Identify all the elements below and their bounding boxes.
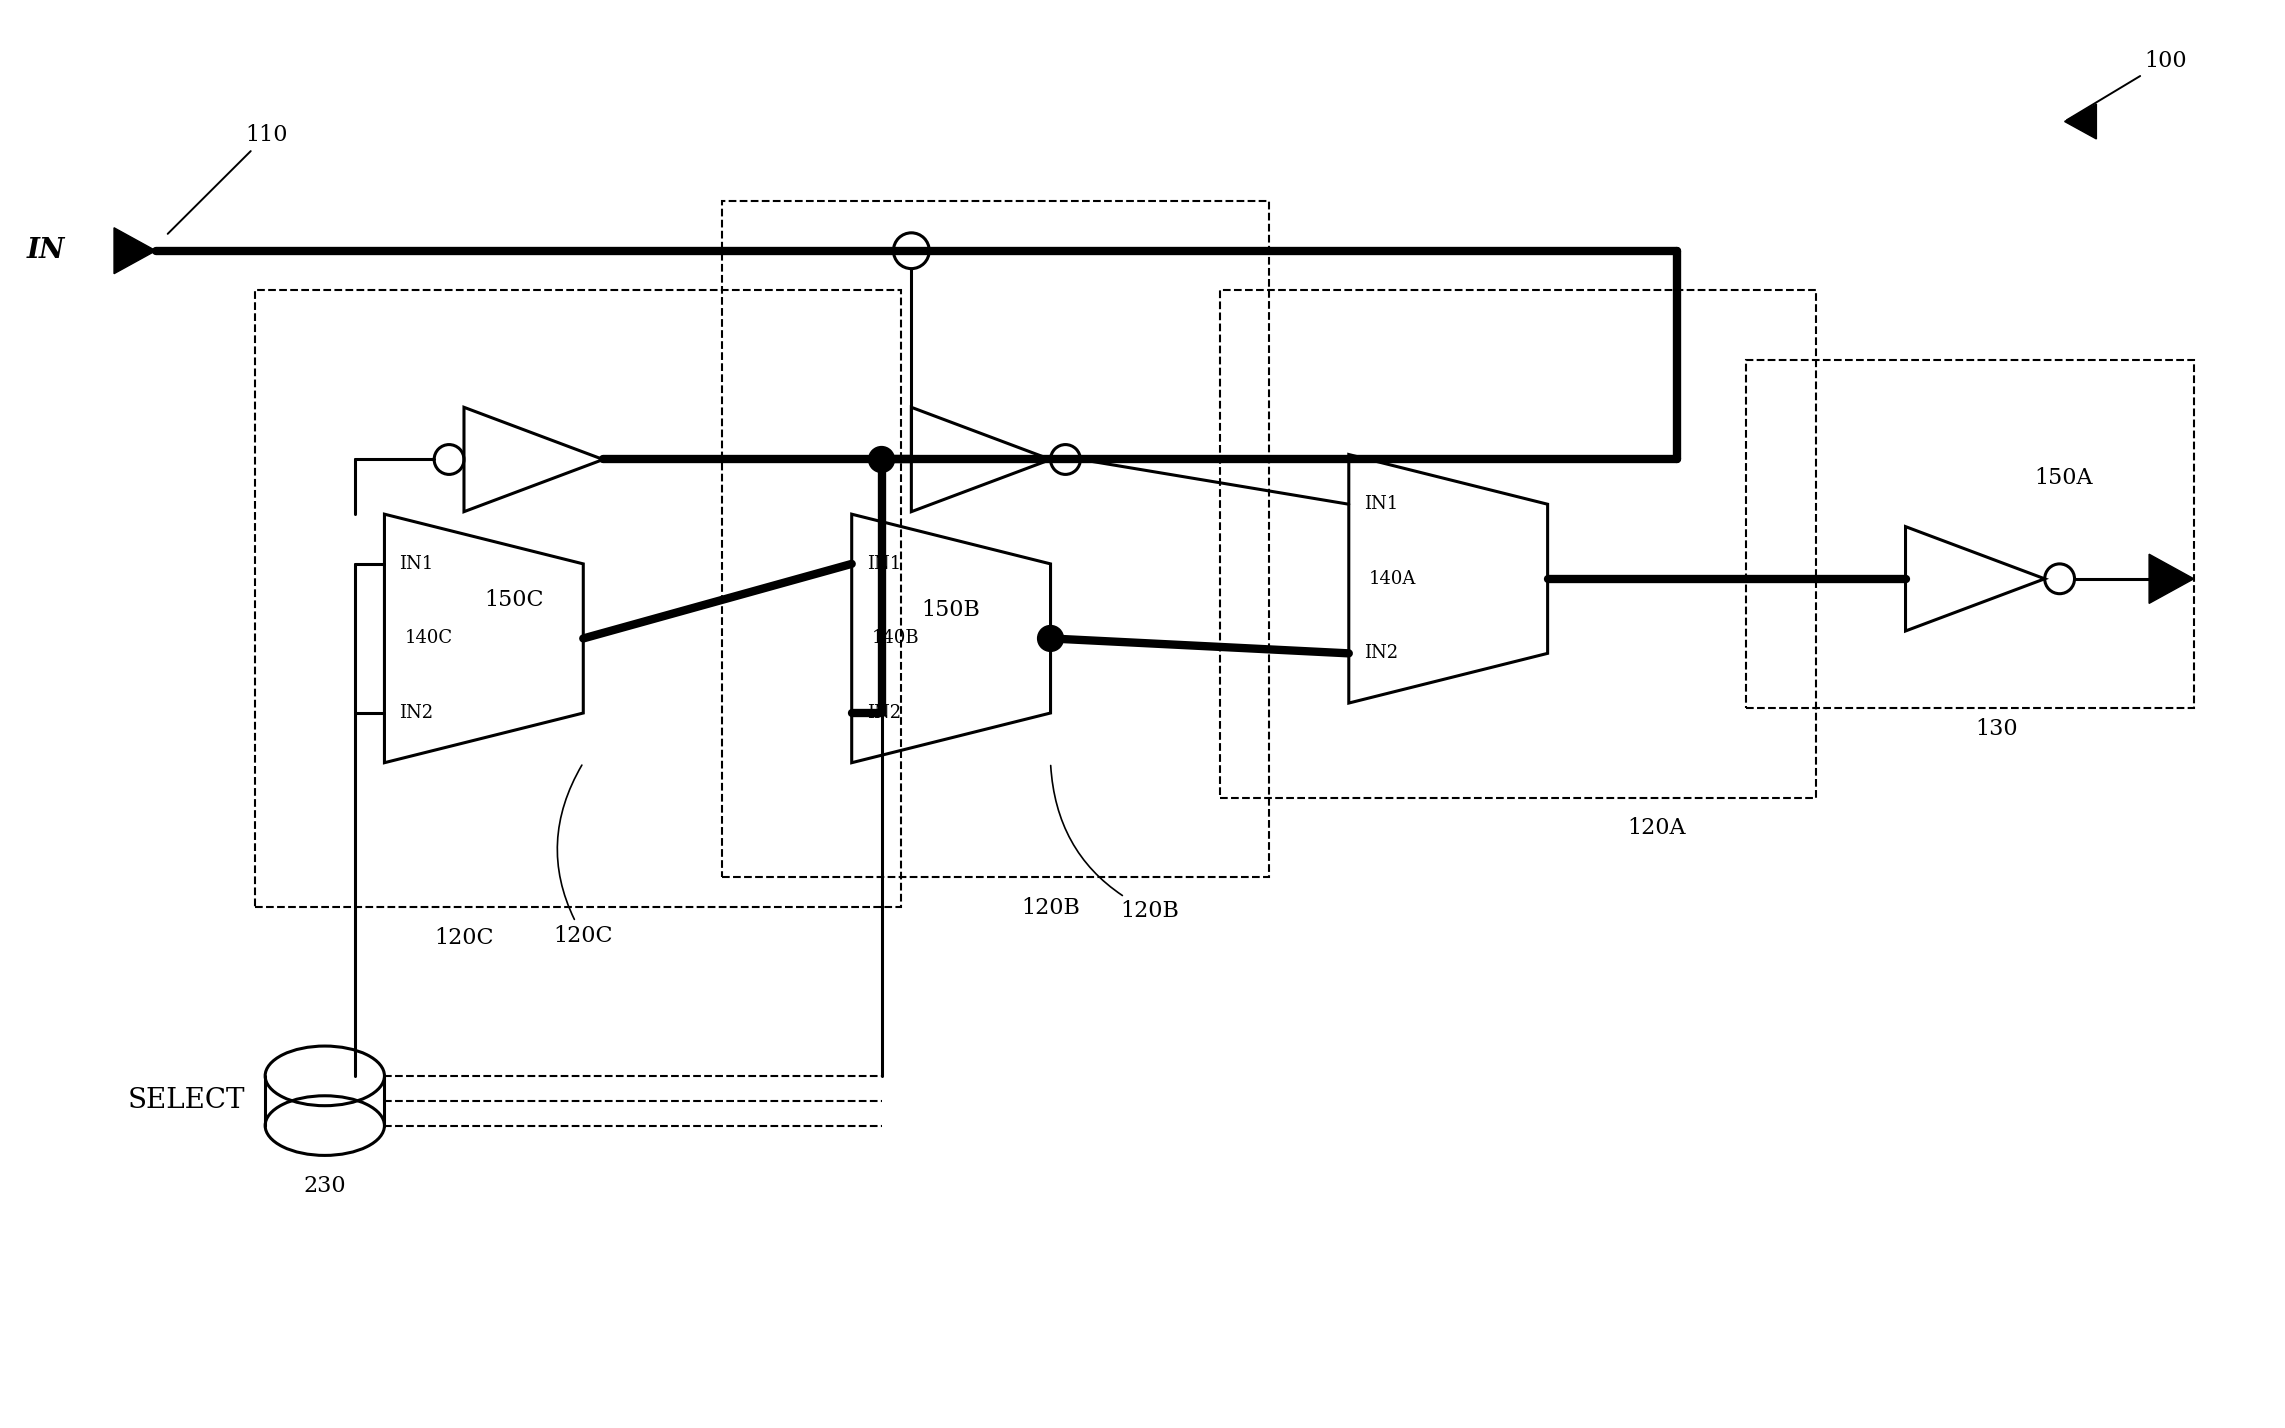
Text: 150B: 150B: [921, 598, 980, 621]
Text: IN2: IN2: [400, 704, 434, 723]
Circle shape: [868, 447, 893, 473]
Circle shape: [1037, 625, 1063, 651]
Text: IN1: IN1: [400, 555, 434, 573]
Text: 120A: 120A: [1627, 817, 1686, 840]
Text: 120B: 120B: [1021, 897, 1081, 920]
Bar: [722, 201, 1268, 877]
Text: 230: 230: [304, 1175, 345, 1197]
Text: 120B: 120B: [1051, 765, 1179, 922]
Text: IN: IN: [27, 237, 64, 264]
Text: 130: 130: [1974, 718, 2018, 740]
Polygon shape: [2066, 104, 2095, 139]
Text: 120C: 120C: [553, 765, 612, 947]
Text: 120C: 120C: [434, 927, 494, 948]
Text: 150A: 150A: [2034, 467, 2093, 490]
Text: 100: 100: [2068, 50, 2187, 120]
Polygon shape: [114, 227, 155, 274]
Text: 150C: 150C: [484, 588, 544, 611]
Text: 140C: 140C: [404, 630, 452, 647]
Text: 110: 110: [167, 124, 288, 234]
Text: 140B: 140B: [871, 630, 919, 647]
Text: IN2: IN2: [866, 704, 900, 723]
Text: IN2: IN2: [1364, 644, 1398, 663]
Text: IN1: IN1: [1364, 496, 1398, 513]
Text: SELECT: SELECT: [128, 1087, 244, 1114]
Text: IN1: IN1: [866, 555, 900, 573]
Bar: [1220, 290, 1817, 797]
Bar: [256, 290, 900, 907]
Text: 140A: 140A: [1369, 570, 1417, 588]
Bar: [1746, 360, 2194, 708]
Polygon shape: [2150, 554, 2194, 604]
